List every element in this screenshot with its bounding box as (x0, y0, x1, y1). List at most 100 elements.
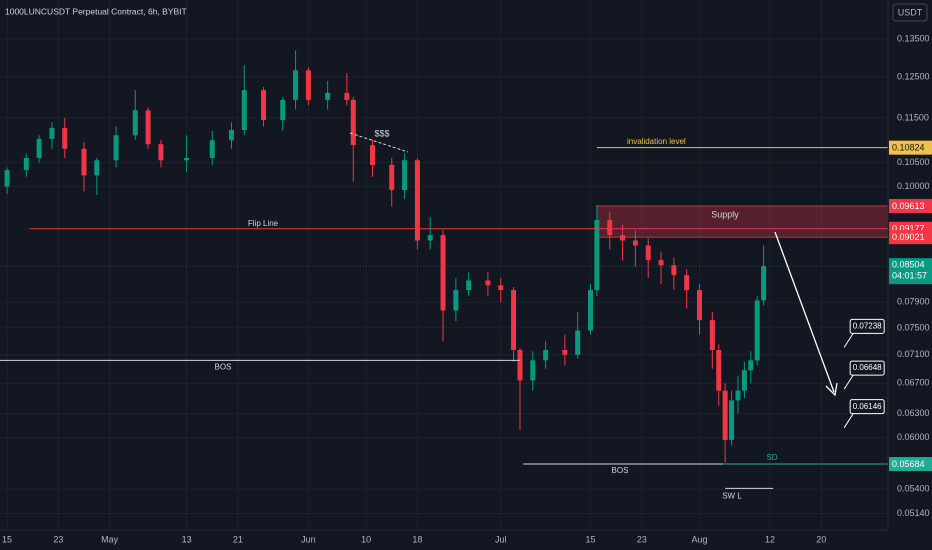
candle-body (344, 92, 350, 100)
candle-body (530, 360, 536, 381)
candle-body (94, 160, 100, 176)
x-tick-label: Jul (495, 534, 507, 544)
candle-body (722, 390, 728, 440)
candle-body (228, 130, 234, 141)
candle-body (158, 144, 164, 161)
candle-body (145, 110, 151, 145)
candle-body (389, 164, 395, 191)
level-label: BOS (215, 362, 232, 371)
price-badge (889, 457, 932, 472)
candle-body (414, 160, 420, 241)
x-tick-label: 12 (765, 534, 775, 544)
y-tick-label: 0.13500 (897, 34, 930, 44)
candle-body (645, 245, 651, 261)
candle-body (184, 157, 190, 161)
symbol-title: 1000LUNCUSDT Perpetual Contract, 6h, BYB… (5, 6, 187, 16)
y-tick-label: 0.12500 (897, 71, 930, 81)
x-tick-label: Aug (691, 534, 707, 544)
target-leader (843, 333, 854, 348)
candle-body (402, 160, 408, 191)
grid (0, 0, 888, 530)
candle-body (658, 260, 664, 266)
price-badge-label: 0.09613 (892, 201, 925, 211)
candle-body (562, 349, 568, 355)
target-label: 0.06648 (853, 363, 882, 372)
sweep-line (349, 132, 409, 153)
candle-body (370, 145, 376, 165)
candle-body (427, 235, 433, 241)
candle-body (4, 170, 10, 187)
candle-body (209, 140, 215, 158)
candle-body (754, 300, 760, 361)
candle-body (735, 390, 741, 401)
candle-body (543, 349, 549, 361)
candle-body (729, 400, 735, 440)
candle-body (132, 110, 138, 136)
target-label: 0.07238 (853, 321, 882, 330)
candle-body (709, 320, 715, 350)
candle-body (588, 290, 594, 331)
currency-box[interactable] (892, 3, 928, 22)
level-label: BOS (612, 466, 629, 475)
candle-body (113, 135, 119, 161)
candle-body (748, 360, 754, 371)
target-leader (843, 413, 854, 428)
y-tick-label: 0.06700 (897, 378, 930, 388)
candle-body (671, 265, 677, 276)
candle-body (575, 330, 581, 355)
y-tick-label: 0.06000 (897, 432, 930, 442)
y-tick-label: 0.11500 (897, 112, 929, 122)
x-tick-label: 10 (361, 534, 371, 544)
candle-body (761, 266, 767, 301)
candle-body (241, 90, 247, 131)
x-tick-label: Jun (301, 534, 316, 544)
level-label: invalidation level (627, 137, 686, 146)
candle-body (261, 90, 267, 121)
target-box (849, 360, 885, 376)
price-badge-label: 0.10824 (892, 143, 925, 153)
candle-body (305, 70, 311, 100)
x-tick-label: 20 (816, 534, 826, 544)
candle-body (511, 290, 517, 350)
candle-body (620, 235, 626, 241)
candle-body (632, 240, 638, 246)
level-label: SD (766, 453, 777, 462)
level-label: SW L (722, 491, 742, 500)
candle-body (62, 127, 68, 149)
y-tick-label: 0.05400 (897, 484, 930, 494)
candle-body (517, 349, 523, 381)
target-leader (843, 374, 854, 390)
y-tick-label: 0.07900 (897, 297, 930, 307)
x-tick-label: 13 (182, 534, 192, 544)
price-badge (889, 140, 932, 155)
candle-body (293, 70, 299, 100)
price-badge-label: 0.05684 (892, 459, 925, 469)
x-tick-label: 21 (233, 534, 243, 544)
currency[interactable]: USDT (898, 7, 923, 17)
y-tick-label: 0.10500 (897, 157, 930, 167)
last-price-badge (889, 258, 932, 285)
countdown: 04:01:57 (892, 271, 927, 281)
candle-body (453, 290, 459, 311)
y-tick-label: 0.05140 (897, 508, 930, 518)
price-badges: 0.10824 0.09177 0.05684 0.09613 0.09021 0.085… (889, 140, 932, 472)
candle-body (697, 290, 703, 321)
plot: Supply invalidation level Flip Line BOS BOS S… (0, 50, 889, 500)
projection-arrow (774, 231, 835, 393)
zone-label: Supply (711, 209, 739, 219)
x-tick-label: 15 (2, 534, 12, 544)
y-tick-label: 0.07500 (897, 322, 930, 332)
price-badge-label: 0.09021 (892, 232, 925, 242)
candle-body (594, 220, 600, 291)
time-axis (0, 530, 888, 550)
candle-body (741, 370, 747, 391)
x-tick-label: 23 (637, 534, 647, 544)
x-tick-label: 18 (412, 534, 422, 544)
candle-body (684, 275, 690, 291)
price-badge (889, 230, 932, 245)
candle-body (440, 235, 446, 311)
y-tick-label: 0.07100 (897, 349, 930, 359)
